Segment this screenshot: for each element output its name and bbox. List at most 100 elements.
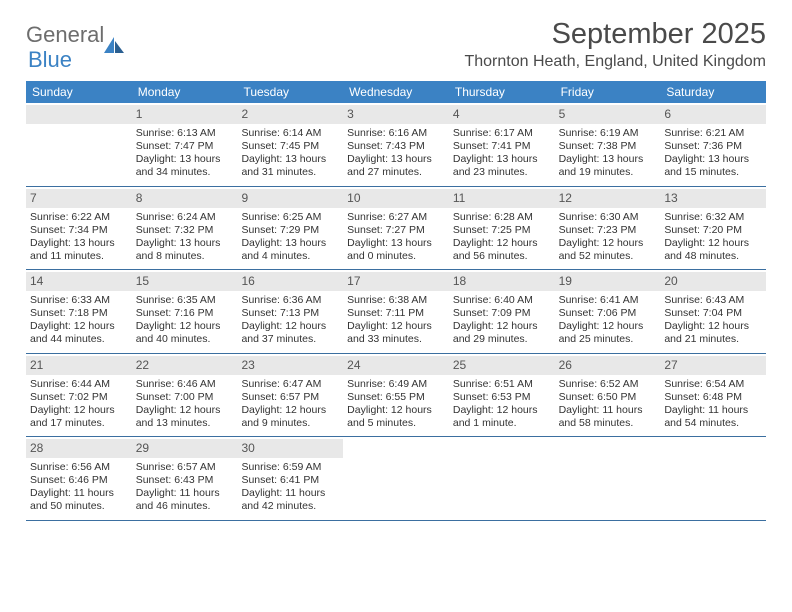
sunrise-line: Sunrise: 6:59 AM	[241, 461, 339, 474]
daylight-line: Daylight: 13 hours	[241, 153, 339, 166]
sunset-line: Sunset: 7:25 PM	[453, 224, 551, 237]
sunrise-line: Sunrise: 6:47 AM	[241, 378, 339, 391]
day-number: 3	[343, 105, 449, 124]
daylight-line: and 17 minutes.	[30, 417, 128, 430]
sunset-line: Sunset: 6:50 PM	[559, 391, 657, 404]
daylight-line: and 33 minutes.	[347, 333, 445, 346]
day-number: 16	[237, 272, 343, 291]
day-number: 27	[660, 356, 766, 375]
month-title: September 2025	[464, 18, 766, 51]
sunset-line: Sunset: 6:41 PM	[241, 474, 339, 487]
sunrise-line: Sunrise: 6:21 AM	[664, 127, 762, 140]
daylight-line: Daylight: 12 hours	[559, 237, 657, 250]
sunset-line: Sunset: 7:18 PM	[30, 307, 128, 320]
daylight-line: Daylight: 13 hours	[30, 237, 128, 250]
day-cell: 29Sunrise: 6:57 AMSunset: 6:43 PMDayligh…	[132, 437, 238, 520]
day-number: 7	[26, 189, 132, 208]
day-cell: 6Sunrise: 6:21 AMSunset: 7:36 PMDaylight…	[660, 103, 766, 186]
day-cell: 3Sunrise: 6:16 AMSunset: 7:43 PMDaylight…	[343, 103, 449, 186]
sunrise-line: Sunrise: 6:54 AM	[664, 378, 762, 391]
day-number: 4	[449, 105, 555, 124]
daylight-line: and 8 minutes.	[136, 250, 234, 263]
sunset-line: Sunset: 7:27 PM	[347, 224, 445, 237]
sunset-line: Sunset: 6:55 PM	[347, 391, 445, 404]
day-cell: 4Sunrise: 6:17 AMSunset: 7:41 PMDaylight…	[449, 103, 555, 186]
sunset-line: Sunset: 7:02 PM	[30, 391, 128, 404]
daylight-line: and 19 minutes.	[559, 166, 657, 179]
daylight-line: Daylight: 12 hours	[241, 404, 339, 417]
day-cell: 18Sunrise: 6:40 AMSunset: 7:09 PMDayligh…	[449, 270, 555, 353]
empty-day-header	[26, 105, 132, 124]
sunrise-line: Sunrise: 6:27 AM	[347, 211, 445, 224]
sunset-line: Sunset: 7:11 PM	[347, 307, 445, 320]
weekday-header: Tuesday	[237, 81, 343, 103]
day-number: 6	[660, 105, 766, 124]
sunrise-line: Sunrise: 6:36 AM	[241, 294, 339, 307]
daylight-line: Daylight: 11 hours	[136, 487, 234, 500]
day-number: 12	[555, 189, 661, 208]
daylight-line: and 42 minutes.	[241, 500, 339, 513]
day-cell: 15Sunrise: 6:35 AMSunset: 7:16 PMDayligh…	[132, 270, 238, 353]
sunrise-line: Sunrise: 6:28 AM	[453, 211, 551, 224]
sunrise-line: Sunrise: 6:56 AM	[30, 461, 128, 474]
daylight-line: Daylight: 11 hours	[30, 487, 128, 500]
day-number: 18	[449, 272, 555, 291]
daylight-line: and 0 minutes.	[347, 250, 445, 263]
sunset-line: Sunset: 7:06 PM	[559, 307, 657, 320]
weekday-header: Thursday	[449, 81, 555, 103]
daylight-line: Daylight: 12 hours	[136, 320, 234, 333]
sunset-line: Sunset: 7:45 PM	[241, 140, 339, 153]
daylight-line: Daylight: 13 hours	[241, 237, 339, 250]
sunrise-line: Sunrise: 6:19 AM	[559, 127, 657, 140]
sunrise-line: Sunrise: 6:32 AM	[664, 211, 762, 224]
day-cell: 10Sunrise: 6:27 AMSunset: 7:27 PMDayligh…	[343, 187, 449, 270]
header: General Blue September 2025 Thornton Hea…	[26, 18, 766, 73]
day-number: 23	[237, 356, 343, 375]
daylight-line: and 4 minutes.	[241, 250, 339, 263]
logo: General Blue	[26, 24, 124, 73]
day-cell: 2Sunrise: 6:14 AMSunset: 7:45 PMDaylight…	[237, 103, 343, 186]
daylight-line: and 58 minutes.	[559, 417, 657, 430]
sunset-line: Sunset: 7:32 PM	[136, 224, 234, 237]
logo-sail-icon	[104, 37, 124, 53]
sunrise-line: Sunrise: 6:35 AM	[136, 294, 234, 307]
daylight-line: Daylight: 11 hours	[559, 404, 657, 417]
day-cell: 28Sunrise: 6:56 AMSunset: 6:46 PMDayligh…	[26, 437, 132, 520]
day-cell: 22Sunrise: 6:46 AMSunset: 7:00 PMDayligh…	[132, 354, 238, 437]
daylight-line: and 11 minutes.	[30, 250, 128, 263]
daylight-line: and 40 minutes.	[136, 333, 234, 346]
sunrise-line: Sunrise: 6:52 AM	[559, 378, 657, 391]
calendar: SundayMondayTuesdayWednesdayThursdayFrid…	[26, 81, 766, 521]
day-cell: 13Sunrise: 6:32 AMSunset: 7:20 PMDayligh…	[660, 187, 766, 270]
sunset-line: Sunset: 7:41 PM	[453, 140, 551, 153]
day-cell: 9Sunrise: 6:25 AMSunset: 7:29 PMDaylight…	[237, 187, 343, 270]
day-number: 30	[237, 439, 343, 458]
daylight-line: Daylight: 13 hours	[347, 153, 445, 166]
weekday-header: Wednesday	[343, 81, 449, 103]
sunset-line: Sunset: 6:43 PM	[136, 474, 234, 487]
sunset-line: Sunset: 7:47 PM	[136, 140, 234, 153]
day-number: 22	[132, 356, 238, 375]
day-number: 5	[555, 105, 661, 124]
sunset-line: Sunset: 7:34 PM	[30, 224, 128, 237]
day-cell: 17Sunrise: 6:38 AMSunset: 7:11 PMDayligh…	[343, 270, 449, 353]
daylight-line: and 1 minute.	[453, 417, 551, 430]
daylight-line: Daylight: 12 hours	[664, 320, 762, 333]
daylight-line: Daylight: 13 hours	[453, 153, 551, 166]
day-cell: 30Sunrise: 6:59 AMSunset: 6:41 PMDayligh…	[237, 437, 343, 520]
daylight-line: and 29 minutes.	[453, 333, 551, 346]
daylight-line: Daylight: 12 hours	[136, 404, 234, 417]
daylight-line: and 34 minutes.	[136, 166, 234, 179]
daylight-line: Daylight: 12 hours	[347, 320, 445, 333]
daylight-line: and 48 minutes.	[664, 250, 762, 263]
daylight-line: and 37 minutes.	[241, 333, 339, 346]
sunrise-line: Sunrise: 6:51 AM	[453, 378, 551, 391]
sunset-line: Sunset: 7:43 PM	[347, 140, 445, 153]
day-number: 8	[132, 189, 238, 208]
week-row: 14Sunrise: 6:33 AMSunset: 7:18 PMDayligh…	[26, 270, 766, 354]
sunset-line: Sunset: 7:23 PM	[559, 224, 657, 237]
week-row: 1Sunrise: 6:13 AMSunset: 7:47 PMDaylight…	[26, 103, 766, 187]
day-cell: 20Sunrise: 6:43 AMSunset: 7:04 PMDayligh…	[660, 270, 766, 353]
empty-cell	[343, 437, 449, 520]
sunset-line: Sunset: 7:04 PM	[664, 307, 762, 320]
